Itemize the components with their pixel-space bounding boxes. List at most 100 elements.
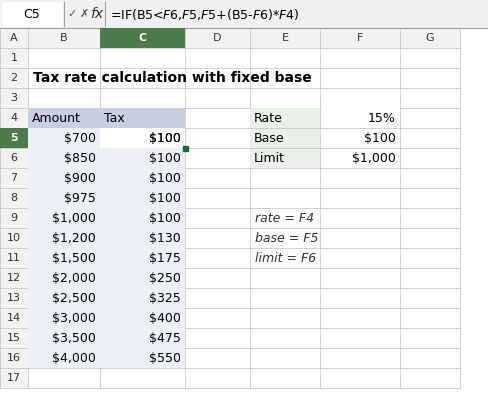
Bar <box>28 28 100 48</box>
Text: $100: $100 <box>149 192 181 204</box>
Text: base = F5: base = F5 <box>254 232 318 244</box>
Bar <box>100 28 184 48</box>
Text: ✗: ✗ <box>79 9 88 19</box>
Text: $250: $250 <box>149 272 181 284</box>
Bar <box>0 188 28 208</box>
Bar <box>0 308 28 328</box>
Text: $700: $700 <box>64 132 96 144</box>
Bar <box>0 68 28 88</box>
Text: limit = F6: limit = F6 <box>254 252 316 264</box>
Bar <box>100 148 184 168</box>
Text: 1: 1 <box>10 53 18 63</box>
Text: fx: fx <box>90 7 103 21</box>
Text: ✓: ✓ <box>67 9 77 19</box>
Text: 16: 16 <box>7 353 21 363</box>
Text: $400: $400 <box>149 312 181 324</box>
Bar <box>0 368 28 388</box>
Bar <box>100 188 184 208</box>
Text: 15: 15 <box>7 333 21 343</box>
Text: $100: $100 <box>149 172 181 184</box>
Text: Limit: Limit <box>253 152 285 164</box>
Bar <box>100 28 184 48</box>
Bar <box>0 228 28 248</box>
Bar <box>249 128 319 148</box>
Text: 3: 3 <box>10 93 18 103</box>
Text: 2: 2 <box>10 73 18 83</box>
Text: rate = F4: rate = F4 <box>254 212 313 224</box>
Text: $1,000: $1,000 <box>52 212 96 224</box>
Bar <box>100 228 184 248</box>
Text: $900: $900 <box>64 172 96 184</box>
Text: C: C <box>138 33 146 43</box>
Text: $1,000: $1,000 <box>351 152 395 164</box>
Bar <box>249 108 399 168</box>
Bar <box>0 288 28 308</box>
Text: D: D <box>213 33 221 43</box>
Text: $475: $475 <box>149 332 181 344</box>
Text: $1,500: $1,500 <box>52 252 96 264</box>
Bar <box>0 128 28 148</box>
Bar <box>28 208 100 228</box>
Text: $325: $325 <box>149 292 181 304</box>
Text: 15%: 15% <box>367 112 395 124</box>
Text: Tax rate calculation with fixed base: Tax rate calculation with fixed base <box>33 71 311 85</box>
Text: $2,500: $2,500 <box>52 292 96 304</box>
Text: $1,200: $1,200 <box>52 232 96 244</box>
Text: $850: $850 <box>64 152 96 164</box>
Text: B: B <box>60 33 68 43</box>
Text: 11: 11 <box>7 253 21 263</box>
Text: $3,500: $3,500 <box>52 332 96 344</box>
Text: C: C <box>138 33 146 43</box>
Bar <box>0 148 28 168</box>
Bar <box>28 348 100 368</box>
Bar <box>0 348 28 368</box>
Text: A: A <box>10 33 18 43</box>
Bar <box>28 308 100 328</box>
Text: 17: 17 <box>7 373 21 383</box>
Bar <box>0 28 28 48</box>
Bar <box>28 188 100 208</box>
Text: $4,000: $4,000 <box>52 352 96 364</box>
Bar <box>249 28 319 48</box>
Text: 14: 14 <box>7 313 21 323</box>
Text: $100: $100 <box>149 152 181 164</box>
Text: 7: 7 <box>10 173 18 183</box>
Bar <box>100 248 184 268</box>
Bar <box>100 268 184 288</box>
Bar <box>0 48 28 68</box>
Bar <box>319 108 399 128</box>
Bar <box>100 348 184 368</box>
Bar <box>28 168 100 188</box>
Text: C5: C5 <box>23 8 41 20</box>
Bar <box>28 328 100 348</box>
Bar <box>100 128 184 148</box>
Bar <box>0 208 28 228</box>
Bar <box>2 2 62 26</box>
Bar <box>0 248 28 268</box>
Text: $175: $175 <box>149 252 181 264</box>
Bar <box>28 108 100 128</box>
Bar <box>319 28 399 48</box>
Bar <box>319 128 399 148</box>
Text: $100: $100 <box>149 132 181 144</box>
Bar <box>0 0 488 28</box>
Bar <box>100 288 184 308</box>
Bar <box>184 28 249 48</box>
Bar <box>100 308 184 328</box>
Text: Tax: Tax <box>104 112 124 124</box>
Text: =IF(B5<$F$6,$F$5,$F$5+(B5-$F$6)*$F$4): =IF(B5<$F$6,$F$5,$F$5+(B5-$F$6)*$F$4) <box>110 6 299 22</box>
Text: G: G <box>425 33 433 43</box>
Bar <box>28 228 100 248</box>
Bar <box>0 88 28 108</box>
Bar <box>100 128 184 148</box>
Bar <box>28 148 100 168</box>
Text: $130: $130 <box>149 232 181 244</box>
Text: F: F <box>356 33 363 43</box>
Text: E: E <box>281 33 288 43</box>
Text: $100: $100 <box>149 132 181 144</box>
Bar <box>249 108 319 128</box>
Text: $100: $100 <box>364 132 395 144</box>
Bar <box>0 128 28 148</box>
Bar <box>0 108 28 128</box>
Bar <box>249 148 319 168</box>
